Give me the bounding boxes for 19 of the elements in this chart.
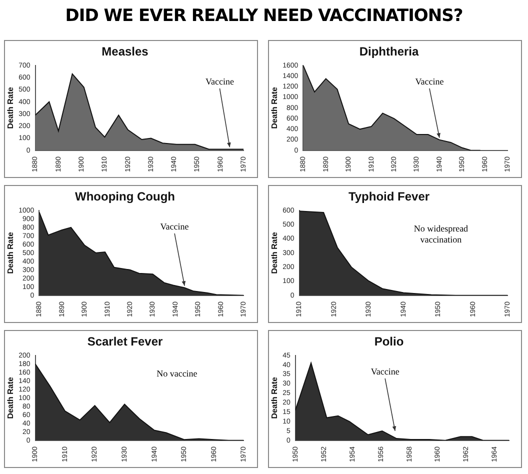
chart-title: Whooping Cough (75, 190, 175, 204)
annotation: Vaccine (370, 366, 400, 376)
annotation: Vaccine (415, 76, 444, 86)
chart-title: Diphtheria (359, 44, 419, 59)
annotation: No vaccine (156, 368, 198, 378)
y-axis-title: Death Rate (270, 376, 280, 419)
y-axis-title: Death Rate (6, 376, 16, 419)
y-axis-title: Death Rate (270, 231, 280, 274)
annotation: Vaccine (160, 221, 189, 232)
chart-title: Polio (374, 334, 404, 349)
annotation: No widespread vaccination (414, 223, 469, 244)
chart-title: Scarlet Fever (87, 334, 164, 349)
chart-title: Measles (102, 44, 149, 59)
y-axis-title: Death Rate (6, 86, 16, 129)
y-axis-title: Death Rate (6, 231, 16, 274)
text: DID WE EVER REALLY NEED VACCINATIONS? (64, 6, 464, 26)
y-axis-title: Death Rate (270, 86, 280, 129)
chart-title: Typhoid Fever (348, 190, 430, 204)
annotation: Vaccine (205, 76, 234, 86)
